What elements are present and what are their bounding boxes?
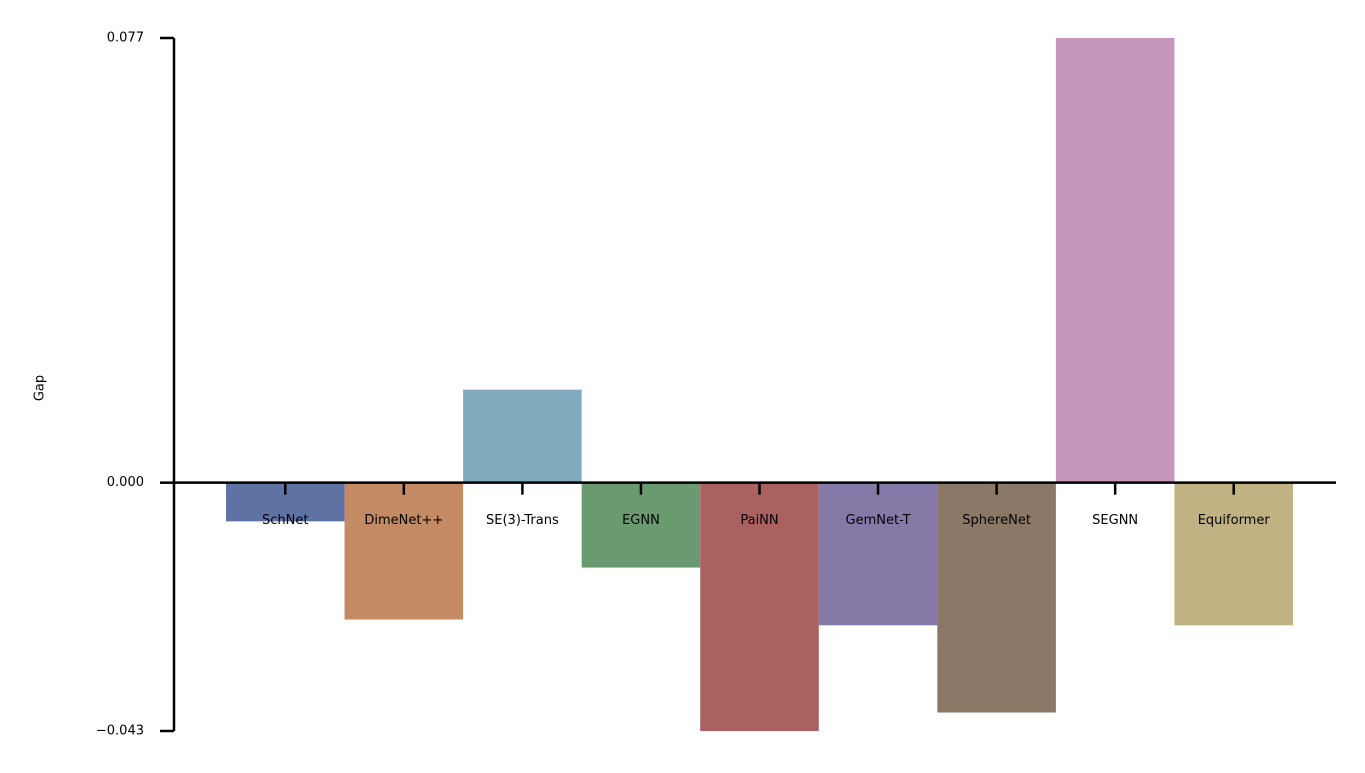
x-tick-label: SEGNN	[1092, 513, 1138, 528]
y-axis-label: Gap	[33, 375, 48, 401]
y-tick-label: 0.000	[107, 475, 144, 490]
y-tick-label: 0.077	[107, 31, 144, 46]
bar	[1055, 38, 1175, 483]
bar	[700, 482, 819, 731]
bar	[818, 482, 938, 626]
x-tick-label: SphereNet	[962, 513, 1031, 528]
bar	[1174, 482, 1293, 626]
y-tick-label: −0.043	[96, 724, 144, 739]
x-tick-label: PaiNN	[740, 513, 778, 528]
x-tick-label: EGNN	[622, 513, 660, 528]
bar	[937, 482, 1056, 713]
x-tick-label: DimeNet++	[364, 513, 443, 528]
x-tick-label: Equiformer	[1198, 513, 1271, 528]
bar	[463, 389, 582, 483]
x-tick-label: SE(3)-Trans	[486, 513, 559, 528]
bar	[581, 482, 701, 568]
bar	[344, 482, 464, 620]
x-tick-label: SchNet	[262, 513, 308, 528]
x-tick-label: GemNet-T	[846, 513, 911, 528]
